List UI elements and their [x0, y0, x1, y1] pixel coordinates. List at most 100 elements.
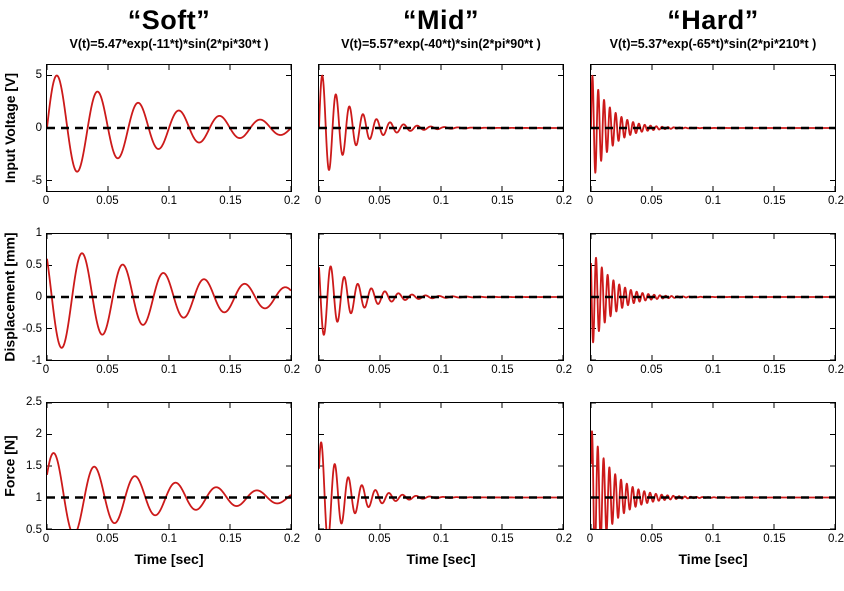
x-tick-label: 0.05	[640, 364, 663, 376]
x-tick-label: 0.1	[433, 195, 449, 207]
plot-area	[591, 403, 835, 529]
x-tick-label: 0	[42, 195, 50, 207]
y-tick-label: 2	[35, 428, 42, 440]
x-tick-label: 0.2	[556, 533, 572, 545]
y-tick-label: 1	[35, 227, 42, 239]
x-tick-label: 0	[586, 533, 594, 545]
x-tick-label: 0.2	[828, 533, 844, 545]
x-tick-labels: 0 0.05 0.1 0.15 0.2	[42, 193, 300, 211]
signal-curve	[47, 74, 291, 173]
x-tick-label: 0.15	[219, 533, 242, 545]
x-tick-label: 0.05	[640, 533, 663, 545]
plot-area	[319, 65, 563, 191]
x-tick-label: 0	[586, 364, 594, 376]
signal-curve	[319, 74, 563, 171]
x-tick-label: 0.1	[705, 364, 721, 376]
x-tick-labels: 0 0.05 0.1 0.15 0.2	[586, 193, 844, 211]
x-tick-label: 0.05	[96, 195, 119, 207]
plot-area	[591, 65, 835, 191]
plot-cell: 0 0.05 0.1 0.15 0.2	[586, 64, 844, 211]
column-title-hard: “Hard”	[667, 5, 759, 35]
x-tick-label: 0.05	[368, 364, 391, 376]
y-tick-label: 0	[35, 122, 42, 134]
signal-curve	[319, 441, 563, 529]
signal-curve	[47, 452, 291, 529]
x-tick-label: 0.2	[284, 195, 300, 207]
plot-displacement-hard	[590, 233, 836, 361]
signal-curve	[47, 252, 291, 349]
column-title-mid: “Mid”	[403, 5, 479, 35]
x-tick-label: 0	[314, 195, 322, 207]
x-tick-label: 0.1	[433, 533, 449, 545]
x-tick-label: 0.15	[491, 195, 514, 207]
x-axis-label: Time [sec]	[406, 551, 476, 567]
x-tick-label: 0.15	[491, 533, 514, 545]
y-tick-label: -0.5	[22, 323, 42, 335]
x-tick-label: 0.1	[161, 364, 177, 376]
plot-area	[47, 234, 291, 360]
plot-area	[47, 403, 291, 529]
x-tick-label: 0.2	[556, 364, 572, 376]
x-tick-label: 0.2	[828, 364, 844, 376]
x-tick-label: 0.15	[219, 195, 242, 207]
signal-curve	[591, 430, 835, 529]
y-tick-label: -1	[31, 355, 42, 367]
plot-force-hard	[590, 402, 836, 530]
y-tick-labels-force: 0.5 1 1.5 2 2.5	[18, 396, 46, 536]
plot-force-mid	[318, 402, 564, 530]
x-tick-label: 0.2	[284, 364, 300, 376]
y-tick-label: -5	[31, 175, 42, 188]
y-tick-label: 0	[35, 291, 42, 303]
x-tick-label: 0.05	[640, 195, 663, 207]
y-tick-labels-voltage: -5 0 5	[18, 64, 46, 192]
x-tick-label: 0.15	[763, 195, 786, 207]
plot-cell: 0 0.05 0.1 0.15 0.2	[43, 233, 300, 380]
plot-cell: 0 0.05 0.1 0.15 0.2 Time [sec]	[586, 402, 844, 569]
plot-voltage-soft	[46, 64, 292, 192]
plot-cell: 0 0.05 0.1 0.15 0.2 Time [sec]	[315, 402, 572, 569]
y-tick-label: 1.5	[26, 460, 42, 472]
y-tick-label: 1	[35, 492, 42, 504]
x-tick-label: 0.05	[96, 533, 119, 545]
column-equation-mid: V(t)=5.57*exp(-40*t)*sin(2*pi*90*t )	[341, 37, 541, 51]
column-header-hard: “Hard” V(t)=5.37*exp(-65*t)*sin(2*pi*210…	[590, 6, 836, 52]
plot-cell: 0 0.05 0.1 0.15 0.2	[314, 233, 572, 380]
x-tick-label: 0.15	[763, 364, 786, 376]
x-tick-label: 0.1	[161, 195, 177, 207]
plot-area	[319, 403, 563, 529]
axis-tick-marks	[591, 403, 835, 529]
x-tick-label: 0.2	[556, 195, 572, 207]
plot-cell: 0 0.05 0.1 0.15 0.2	[314, 64, 572, 211]
x-tick-label: 0	[314, 364, 322, 376]
y-axis-label-displacement: Displacement [mm]	[2, 232, 18, 362]
y-tick-label: 0.5	[26, 259, 42, 271]
x-tick-label: 0.05	[96, 364, 119, 376]
column-header-soft: “Soft” V(t)=5.47*exp(-11*t)*sin(2*pi*30*…	[46, 6, 292, 52]
plot-cell: 0 0.05 0.1 0.15 0.2	[586, 233, 844, 380]
x-tick-label: 0.1	[705, 533, 721, 545]
x-tick-label: 0.1	[433, 364, 449, 376]
column-title-soft: “Soft”	[127, 5, 211, 35]
plot-area	[47, 65, 291, 191]
column-equation-hard: V(t)=5.37*exp(-65*t)*sin(2*pi*210*t )	[609, 37, 817, 51]
x-tick-labels: 0 0.05 0.1 0.15 0.2	[586, 531, 844, 549]
signal-curve	[591, 74, 835, 174]
column-equation-soft: V(t)=5.47*exp(-11*t)*sin(2*pi*30*t )	[69, 37, 269, 51]
x-tick-label: 0.15	[763, 533, 786, 545]
x-tick-labels: 0 0.05 0.1 0.15 0.2	[314, 362, 572, 380]
x-tick-labels: 0 0.05 0.1 0.15 0.2	[314, 193, 572, 211]
x-tick-label: 0.05	[368, 533, 391, 545]
x-axis-label: Time [sec]	[134, 551, 204, 567]
plot-area	[319, 234, 563, 360]
y-axis-label-force: Force [N]	[2, 435, 19, 497]
x-tick-label: 0	[586, 195, 594, 207]
x-tick-label: 0.15	[219, 364, 242, 376]
plot-voltage-hard	[590, 64, 836, 192]
plot-displacement-mid	[318, 233, 564, 361]
x-tick-label: 0.15	[491, 364, 514, 376]
plot-row-force: Force [N] 0.5 1 1.5 2 2.5 0 0.05 0.1 0.15 0.2 Ti…	[2, 396, 844, 569]
y-tick-labels-displacement: -1 -0.5 0 0.5 1	[18, 227, 46, 367]
plot-cell: 0 0.05 0.1 0.15 0.2	[42, 64, 300, 211]
x-tick-labels: 0 0.05 0.1 0.15 0.2	[43, 362, 300, 380]
